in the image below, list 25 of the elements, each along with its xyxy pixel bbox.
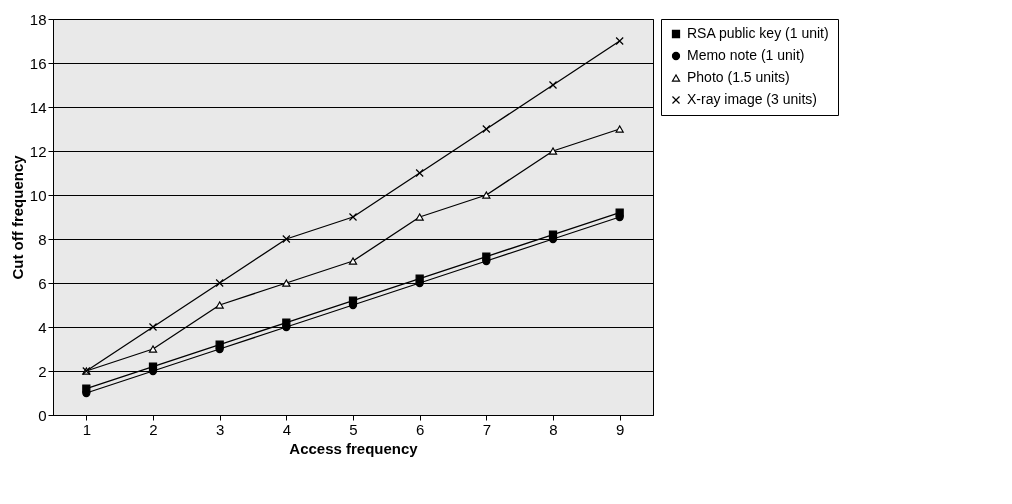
x-tick-label: 1 bbox=[82, 420, 92, 438]
y-tick-label: 0 bbox=[38, 406, 47, 424]
legend-label: Memo note (1 unit) bbox=[687, 47, 805, 63]
x-tick-label: 2 bbox=[149, 420, 158, 438]
y-axis-title: Cut off frequency bbox=[8, 154, 26, 280]
y-tick-label: 10 bbox=[29, 186, 47, 204]
x-tick-label: 7 bbox=[482, 420, 492, 438]
legend-label: X-ray image (3 units) bbox=[687, 91, 817, 107]
x-tick-label: 6 bbox=[415, 420, 425, 438]
y-tick-label: 8 bbox=[38, 230, 47, 248]
x-tick-label: 5 bbox=[349, 420, 358, 438]
x-tick-label: 4 bbox=[282, 420, 292, 438]
y-tick-label: 4 bbox=[38, 318, 47, 336]
legend-label: Photo (1.5 units) bbox=[687, 69, 790, 85]
x-tick-label: 3 bbox=[215, 420, 225, 438]
y-tick-label: 14 bbox=[29, 98, 47, 116]
y-tick-label: 2 bbox=[38, 362, 47, 380]
x-tick-label: 8 bbox=[549, 420, 558, 438]
y-tick-label: 12 bbox=[29, 142, 47, 160]
y-tick-label: 18 bbox=[29, 10, 47, 28]
legend-label: RSA public key (1 unit) bbox=[687, 25, 829, 41]
y-tick-label: 16 bbox=[29, 54, 47, 72]
x-tick-label: 9 bbox=[615, 420, 625, 438]
x-axis-title: Access frequency bbox=[289, 439, 419, 457]
y-tick-label: 6 bbox=[38, 274, 47, 292]
